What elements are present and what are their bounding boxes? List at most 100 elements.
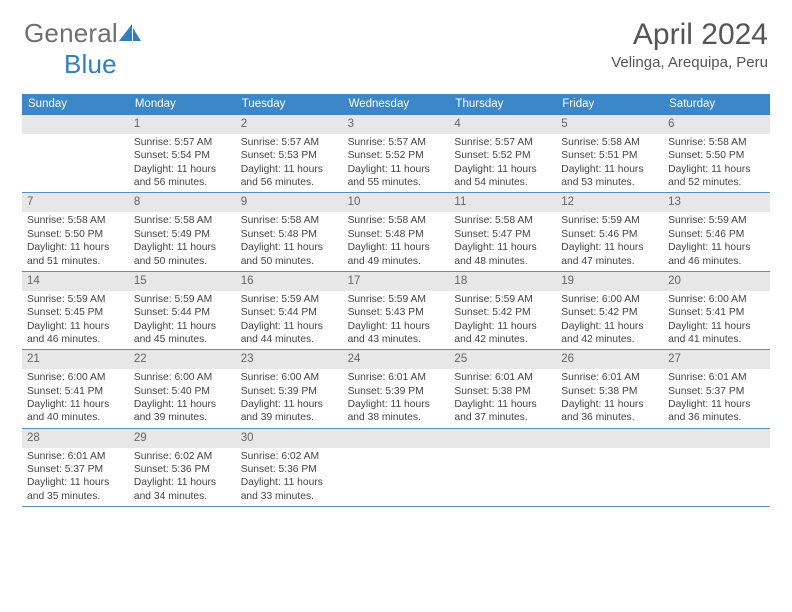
week-row: 1Sunrise: 5:57 AMSunset: 5:54 PMDaylight… bbox=[22, 115, 770, 193]
daylight-line: Daylight: 11 hours and 45 minutes. bbox=[134, 320, 231, 347]
sunset-line: Sunset: 5:50 PM bbox=[668, 149, 765, 162]
day-body: Sunrise: 5:58 AMSunset: 5:48 PMDaylight:… bbox=[343, 212, 450, 271]
sunset-line: Sunset: 5:44 PM bbox=[134, 306, 231, 319]
sunrise-line: Sunrise: 5:58 AM bbox=[241, 214, 338, 227]
day-cell: 20Sunrise: 6:00 AMSunset: 5:41 PMDayligh… bbox=[663, 272, 770, 349]
weeks-container: 1Sunrise: 5:57 AMSunset: 5:54 PMDaylight… bbox=[22, 115, 770, 507]
day-cell: 22Sunrise: 6:00 AMSunset: 5:40 PMDayligh… bbox=[129, 350, 236, 427]
day-body: Sunrise: 5:59 AMSunset: 5:42 PMDaylight:… bbox=[449, 291, 556, 350]
calendar: SundayMondayTuesdayWednesdayThursdayFrid… bbox=[22, 94, 770, 507]
day-body: Sunrise: 5:58 AMSunset: 5:47 PMDaylight:… bbox=[449, 212, 556, 271]
day-cell: 27Sunrise: 6:01 AMSunset: 5:37 PMDayligh… bbox=[663, 350, 770, 427]
sunrise-line: Sunrise: 6:00 AM bbox=[27, 371, 124, 384]
weekday-cell: Tuesday bbox=[236, 94, 343, 115]
daylight-line: Daylight: 11 hours and 40 minutes. bbox=[27, 398, 124, 425]
sunrise-line: Sunrise: 5:58 AM bbox=[27, 214, 124, 227]
daylight-line: Daylight: 11 hours and 54 minutes. bbox=[454, 163, 551, 190]
sunset-line: Sunset: 5:39 PM bbox=[241, 385, 338, 398]
day-number: 10 bbox=[343, 193, 450, 212]
day-cell: 2Sunrise: 5:57 AMSunset: 5:53 PMDaylight… bbox=[236, 115, 343, 192]
day-number: 3 bbox=[343, 115, 450, 134]
daylight-line: Daylight: 11 hours and 47 minutes. bbox=[561, 241, 658, 268]
sunrise-line: Sunrise: 6:02 AM bbox=[241, 450, 338, 463]
sunrise-line: Sunrise: 5:59 AM bbox=[27, 293, 124, 306]
logo-text: GeneralBlue bbox=[24, 18, 141, 80]
day-body: Sunrise: 5:57 AMSunset: 5:53 PMDaylight:… bbox=[236, 134, 343, 193]
day-number bbox=[556, 429, 663, 448]
sunrise-line: Sunrise: 6:00 AM bbox=[668, 293, 765, 306]
weekday-cell: Wednesday bbox=[343, 94, 450, 115]
daylight-line: Daylight: 11 hours and 49 minutes. bbox=[348, 241, 445, 268]
day-body: Sunrise: 5:59 AMSunset: 5:44 PMDaylight:… bbox=[236, 291, 343, 350]
sunrise-line: Sunrise: 6:00 AM bbox=[134, 371, 231, 384]
logo-text-gray: General bbox=[24, 18, 118, 48]
day-number: 30 bbox=[236, 429, 343, 448]
day-number: 19 bbox=[556, 272, 663, 291]
day-cell: 13Sunrise: 5:59 AMSunset: 5:46 PMDayligh… bbox=[663, 193, 770, 270]
day-body: Sunrise: 5:57 AMSunset: 5:52 PMDaylight:… bbox=[343, 134, 450, 193]
day-number: 17 bbox=[343, 272, 450, 291]
sunrise-line: Sunrise: 5:59 AM bbox=[348, 293, 445, 306]
day-body: Sunrise: 5:59 AMSunset: 5:43 PMDaylight:… bbox=[343, 291, 450, 350]
day-cell: 14Sunrise: 5:59 AMSunset: 5:45 PMDayligh… bbox=[22, 272, 129, 349]
sunrise-line: Sunrise: 5:59 AM bbox=[454, 293, 551, 306]
day-number: 13 bbox=[663, 193, 770, 212]
day-cell: 24Sunrise: 6:01 AMSunset: 5:39 PMDayligh… bbox=[343, 350, 450, 427]
sunset-line: Sunset: 5:48 PM bbox=[241, 228, 338, 241]
day-body: Sunrise: 6:00 AMSunset: 5:41 PMDaylight:… bbox=[22, 369, 129, 428]
daylight-line: Daylight: 11 hours and 55 minutes. bbox=[348, 163, 445, 190]
day-cell: 12Sunrise: 5:59 AMSunset: 5:46 PMDayligh… bbox=[556, 193, 663, 270]
day-number: 29 bbox=[129, 429, 236, 448]
sunset-line: Sunset: 5:49 PM bbox=[134, 228, 231, 241]
day-body: Sunrise: 6:00 AMSunset: 5:40 PMDaylight:… bbox=[129, 369, 236, 428]
day-body: Sunrise: 6:00 AMSunset: 5:42 PMDaylight:… bbox=[556, 291, 663, 350]
sunrise-line: Sunrise: 5:59 AM bbox=[134, 293, 231, 306]
day-number: 15 bbox=[129, 272, 236, 291]
logo-text-blue: Blue bbox=[64, 49, 117, 79]
weekday-cell: Thursday bbox=[449, 94, 556, 115]
sunrise-line: Sunrise: 5:58 AM bbox=[134, 214, 231, 227]
sunrise-line: Sunrise: 6:00 AM bbox=[561, 293, 658, 306]
day-cell: 15 Sunrise: 5:59 AMSunset: 5:44 PMDayligh… bbox=[129, 272, 236, 349]
logo-sail-icon bbox=[119, 18, 141, 48]
day-cell: 6Sunrise: 5:58 AMSunset: 5:50 PMDaylight… bbox=[663, 115, 770, 192]
day-number: 16 bbox=[236, 272, 343, 291]
daylight-line: Daylight: 11 hours and 50 minutes. bbox=[241, 241, 338, 268]
day-number: 2 bbox=[236, 115, 343, 134]
day-number bbox=[449, 429, 556, 448]
sunrise-line: Sunrise: 6:01 AM bbox=[454, 371, 551, 384]
day-cell: 3Sunrise: 5:57 AMSunset: 5:52 PMDaylight… bbox=[343, 115, 450, 192]
daylight-line: Daylight: 11 hours and 56 minutes. bbox=[134, 163, 231, 190]
daylight-line: Daylight: 11 hours and 38 minutes. bbox=[348, 398, 445, 425]
daylight-line: Daylight: 11 hours and 37 minutes. bbox=[454, 398, 551, 425]
day-body: Sunrise: 6:02 AMSunset: 5:36 PMDaylight:… bbox=[129, 448, 236, 507]
sunset-line: Sunset: 5:45 PM bbox=[27, 306, 124, 319]
daylight-line: Daylight: 11 hours and 51 minutes. bbox=[27, 241, 124, 268]
week-row: 14Sunrise: 5:59 AMSunset: 5:45 PMDayligh… bbox=[22, 272, 770, 350]
sunrise-line: Sunrise: 6:01 AM bbox=[348, 371, 445, 384]
day-body: Sunrise: 5:57 AMSunset: 5:54 PMDaylight:… bbox=[129, 134, 236, 193]
day-cell: 19Sunrise: 6:00 AMSunset: 5:42 PMDayligh… bbox=[556, 272, 663, 349]
day-cell: 5Sunrise: 5:58 AMSunset: 5:51 PMDaylight… bbox=[556, 115, 663, 192]
day-number: 1 bbox=[129, 115, 236, 134]
day-number: 18 bbox=[449, 272, 556, 291]
day-cell: 23Sunrise: 6:00 AMSunset: 5:39 PMDayligh… bbox=[236, 350, 343, 427]
day-cell: 7Sunrise: 5:58 AMSunset: 5:50 PMDaylight… bbox=[22, 193, 129, 270]
sunrise-line: Sunrise: 5:58 AM bbox=[348, 214, 445, 227]
sunrise-line: Sunrise: 5:58 AM bbox=[668, 136, 765, 149]
day-number bbox=[663, 429, 770, 448]
day-body: Sunrise: 6:00 AMSunset: 5:41 PMDaylight:… bbox=[663, 291, 770, 350]
sunset-line: Sunset: 5:43 PM bbox=[348, 306, 445, 319]
sunset-line: Sunset: 5:46 PM bbox=[561, 228, 658, 241]
day-cell: 25Sunrise: 6:01 AMSunset: 5:38 PMDayligh… bbox=[449, 350, 556, 427]
day-cell: 18Sunrise: 5:59 AMSunset: 5:42 PMDayligh… bbox=[449, 272, 556, 349]
day-cell: 11Sunrise: 5:58 AMSunset: 5:47 PMDayligh… bbox=[449, 193, 556, 270]
day-number: 9 bbox=[236, 193, 343, 212]
sunset-line: Sunset: 5:42 PM bbox=[561, 306, 658, 319]
day-cell: 1Sunrise: 5:57 AMSunset: 5:54 PMDaylight… bbox=[129, 115, 236, 192]
sunrise-line: Sunrise: 5:57 AM bbox=[454, 136, 551, 149]
sunset-line: Sunset: 5:38 PM bbox=[561, 385, 658, 398]
day-number: 24 bbox=[343, 350, 450, 369]
sunrise-line: Sunrise: 6:01 AM bbox=[668, 371, 765, 384]
day-number: 12 bbox=[556, 193, 663, 212]
